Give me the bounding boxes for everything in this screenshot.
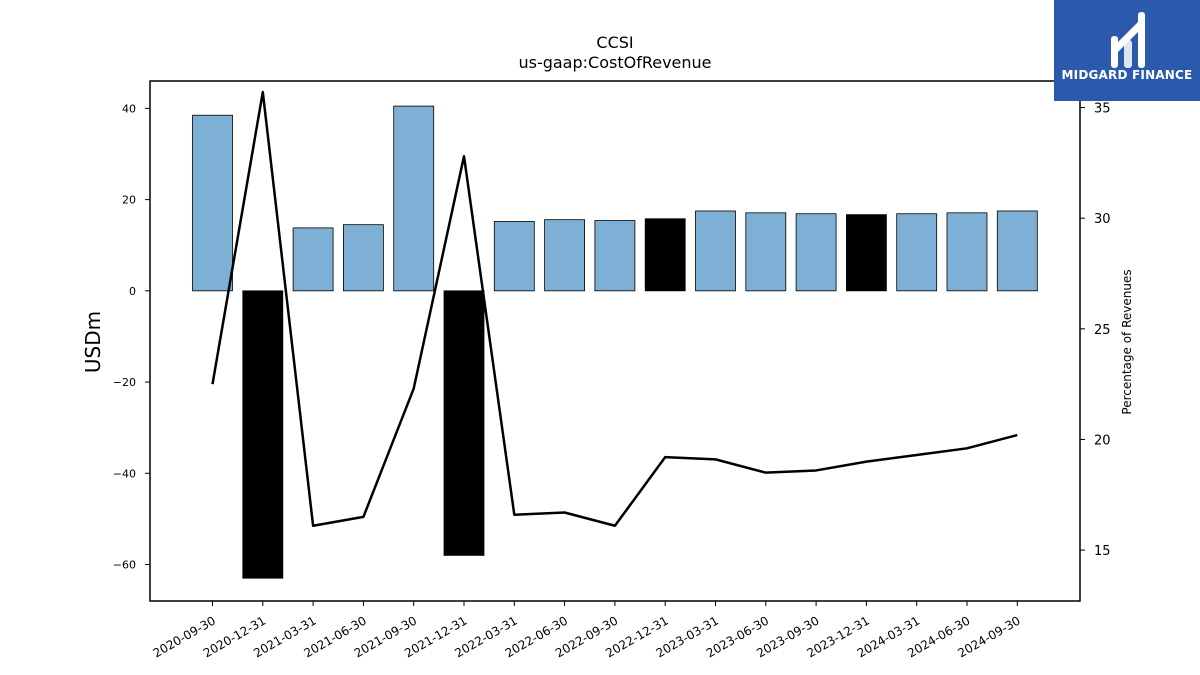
- bar-2021-06-30: [342, 224, 384, 292]
- y2-tick-label: 20: [1094, 433, 1111, 448]
- y-tick-label: 40: [122, 102, 136, 115]
- bar-2021-03-31: [292, 227, 334, 292]
- y2-tick-label: 30: [1094, 212, 1111, 227]
- bar-2022-06-30: [544, 219, 585, 292]
- bar-2024-03-31: [896, 213, 938, 292]
- bar-2023-06-30: [745, 212, 787, 292]
- line-group: [211, 90, 1018, 528]
- bar-2022-03-31: [493, 221, 535, 292]
- bar-2022-09-30: [594, 220, 636, 292]
- y-tick-label: 20: [122, 194, 136, 207]
- bar-2023-12-31: [846, 214, 887, 292]
- y2-axis-label: Percentage of Revenues: [1120, 269, 1134, 414]
- bar-2024-06-30: [946, 212, 988, 292]
- y2-tick-label: 15: [1094, 544, 1111, 559]
- bar-2021-12-31: [443, 290, 485, 556]
- brand-logo: MIDGARD FINANCE: [1054, 0, 1200, 101]
- y-tick-label: −40: [113, 467, 136, 480]
- logo-text: MIDGARD FINANCE: [1061, 68, 1193, 82]
- y2-ticks: 15 20 25 30 35: [1080, 102, 1111, 559]
- bar-2022-12-31: [644, 218, 686, 292]
- y2-tick-label: 25: [1094, 323, 1111, 338]
- bar-2021-09-30: [393, 105, 435, 292]
- percentage-line: [211, 90, 1018, 528]
- x-ticks: 2020-09-302020-12-312021-03-312021-06-30…: [151, 601, 1023, 660]
- chart-title: CCSI: [596, 33, 633, 52]
- bars-group: [192, 105, 1038, 579]
- y-tick-label: −60: [113, 559, 136, 572]
- y-tick-label: −20: [113, 376, 136, 389]
- y-tick-label: 0: [129, 285, 136, 298]
- bar-2024-09-30: [996, 210, 1038, 292]
- chart-subtitle: us-gaap:CostOfRevenue: [518, 53, 711, 72]
- y2-tick-label: 35: [1094, 102, 1111, 117]
- plot-frame: [149, 80, 1081, 602]
- bar-2023-09-30: [795, 213, 837, 292]
- bar-2020-12-31: [242, 290, 284, 579]
- midgard-logo-icon: [1111, 12, 1145, 68]
- bar-2020-09-30: [192, 114, 233, 292]
- y-axis-label: USDm: [81, 311, 105, 373]
- y-ticks: −60 −40 −20 0 20 40: [113, 102, 150, 572]
- bar-2023-03-31: [695, 210, 736, 292]
